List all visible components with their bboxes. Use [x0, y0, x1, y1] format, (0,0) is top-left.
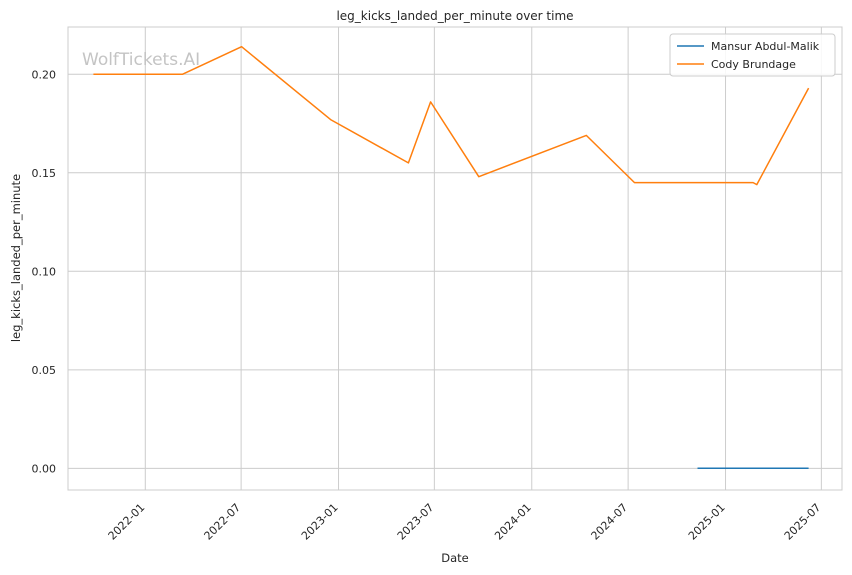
x-axis-label: Date	[441, 551, 469, 565]
x-tick-label: 2025-01	[686, 501, 728, 543]
legend-label-0: Mansur Abdul-Malik	[711, 40, 820, 53]
legend-label-1: Cody Brundage	[711, 58, 796, 71]
y-tick-label: 0.00	[32, 462, 57, 475]
y-tick-label: 0.05	[32, 364, 57, 377]
y-tick-label: 0.15	[32, 167, 57, 180]
x-tick-label: 2024-01	[492, 501, 534, 543]
series-line-1	[93, 45, 810, 186]
plot-background	[68, 27, 842, 490]
x-tick-label: 2024-07	[589, 501, 631, 543]
x-tick-labels: 2022-01 2022-07 2023-01 2023-07 2024-01 2024-…	[106, 501, 824, 543]
grid	[68, 27, 842, 490]
series-layer	[93, 45, 810, 470]
legend: Mansur Abdul-Malik Cody Brundage	[669, 33, 836, 77]
y-tick-label: 0.20	[32, 68, 57, 81]
x-tick-label: 2023-07	[395, 501, 437, 543]
x-tick-label: 2025-07	[782, 501, 824, 543]
watermark: WolfTickets.AI	[82, 50, 200, 70]
y-tick-label: 0.10	[32, 265, 57, 278]
x-tick-label: 2022-07	[202, 501, 244, 543]
x-tick-label: 2022-01	[106, 501, 148, 543]
y-axis-label: leg_kicks_landed_per_minute	[9, 174, 23, 342]
legend-box	[669, 33, 836, 77]
plot-frame	[67, 26, 843, 491]
y-tick-labels: 0.00 0.05 0.10 0.15 0.20	[32, 68, 57, 475]
x-tick-label: 2023-01	[299, 501, 341, 543]
chart-title: leg_kicks_landed_per_minute over time	[336, 9, 573, 23]
